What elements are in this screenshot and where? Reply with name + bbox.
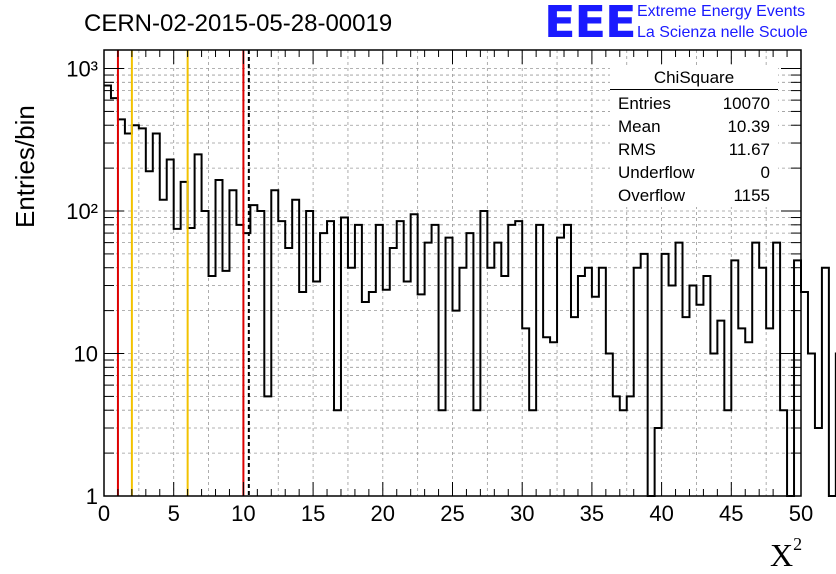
y-tick-label: 10 (74, 342, 98, 367)
x-tick-label: 25 (440, 501, 464, 526)
x-tick-label: 50 (789, 501, 813, 526)
x-tick-label: 0 (98, 501, 110, 526)
x-tick-label: 5 (168, 501, 180, 526)
y-axis-label: Entries/bin (10, 105, 40, 228)
stats-row-underflow: Underflow 0 (618, 163, 770, 182)
x-tick-label: 30 (510, 501, 534, 526)
logo-line2: La Scienza nelle Scuole (637, 24, 808, 41)
x-tick-label: 20 (371, 501, 395, 526)
logo-line1: Extreme Energy Events (637, 3, 806, 20)
chart-title: CERN-02-2015-05-28-00019 (84, 10, 393, 37)
y-tick-label: 10³ (66, 57, 98, 82)
y-tick-label: 10² (66, 199, 98, 224)
stats-title: ChiSquare (610, 68, 778, 90)
x-axis-label: X2 (770, 534, 803, 573)
stats-box: ChiSquare Entries 10070 Mean 10.39 RMS 11.6… (610, 68, 778, 207)
histogram-outline (104, 84, 836, 497)
x-tick-label: 15 (301, 501, 325, 526)
x-tick-label: 45 (719, 501, 743, 526)
stats-row-entries: Entries 10070 (618, 94, 770, 113)
x-tick-label: 35 (580, 501, 604, 526)
eee-logo: EEE (544, 0, 637, 48)
x-tick-label: 10 (231, 501, 255, 526)
stats-row-overflow: Overflow 1155 (618, 186, 770, 205)
x-tick-label: 40 (649, 501, 673, 526)
y-tick-label: 1 (86, 484, 98, 509)
stats-row-rms: RMS 11.67 (618, 140, 770, 159)
stats-row-mean: Mean 10.39 (618, 117, 770, 136)
